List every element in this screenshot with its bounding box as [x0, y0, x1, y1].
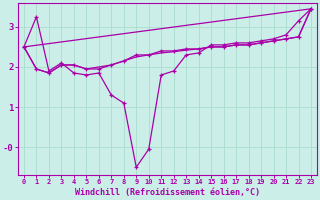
- X-axis label: Windchill (Refroidissement éolien,°C): Windchill (Refroidissement éolien,°C): [75, 188, 260, 197]
